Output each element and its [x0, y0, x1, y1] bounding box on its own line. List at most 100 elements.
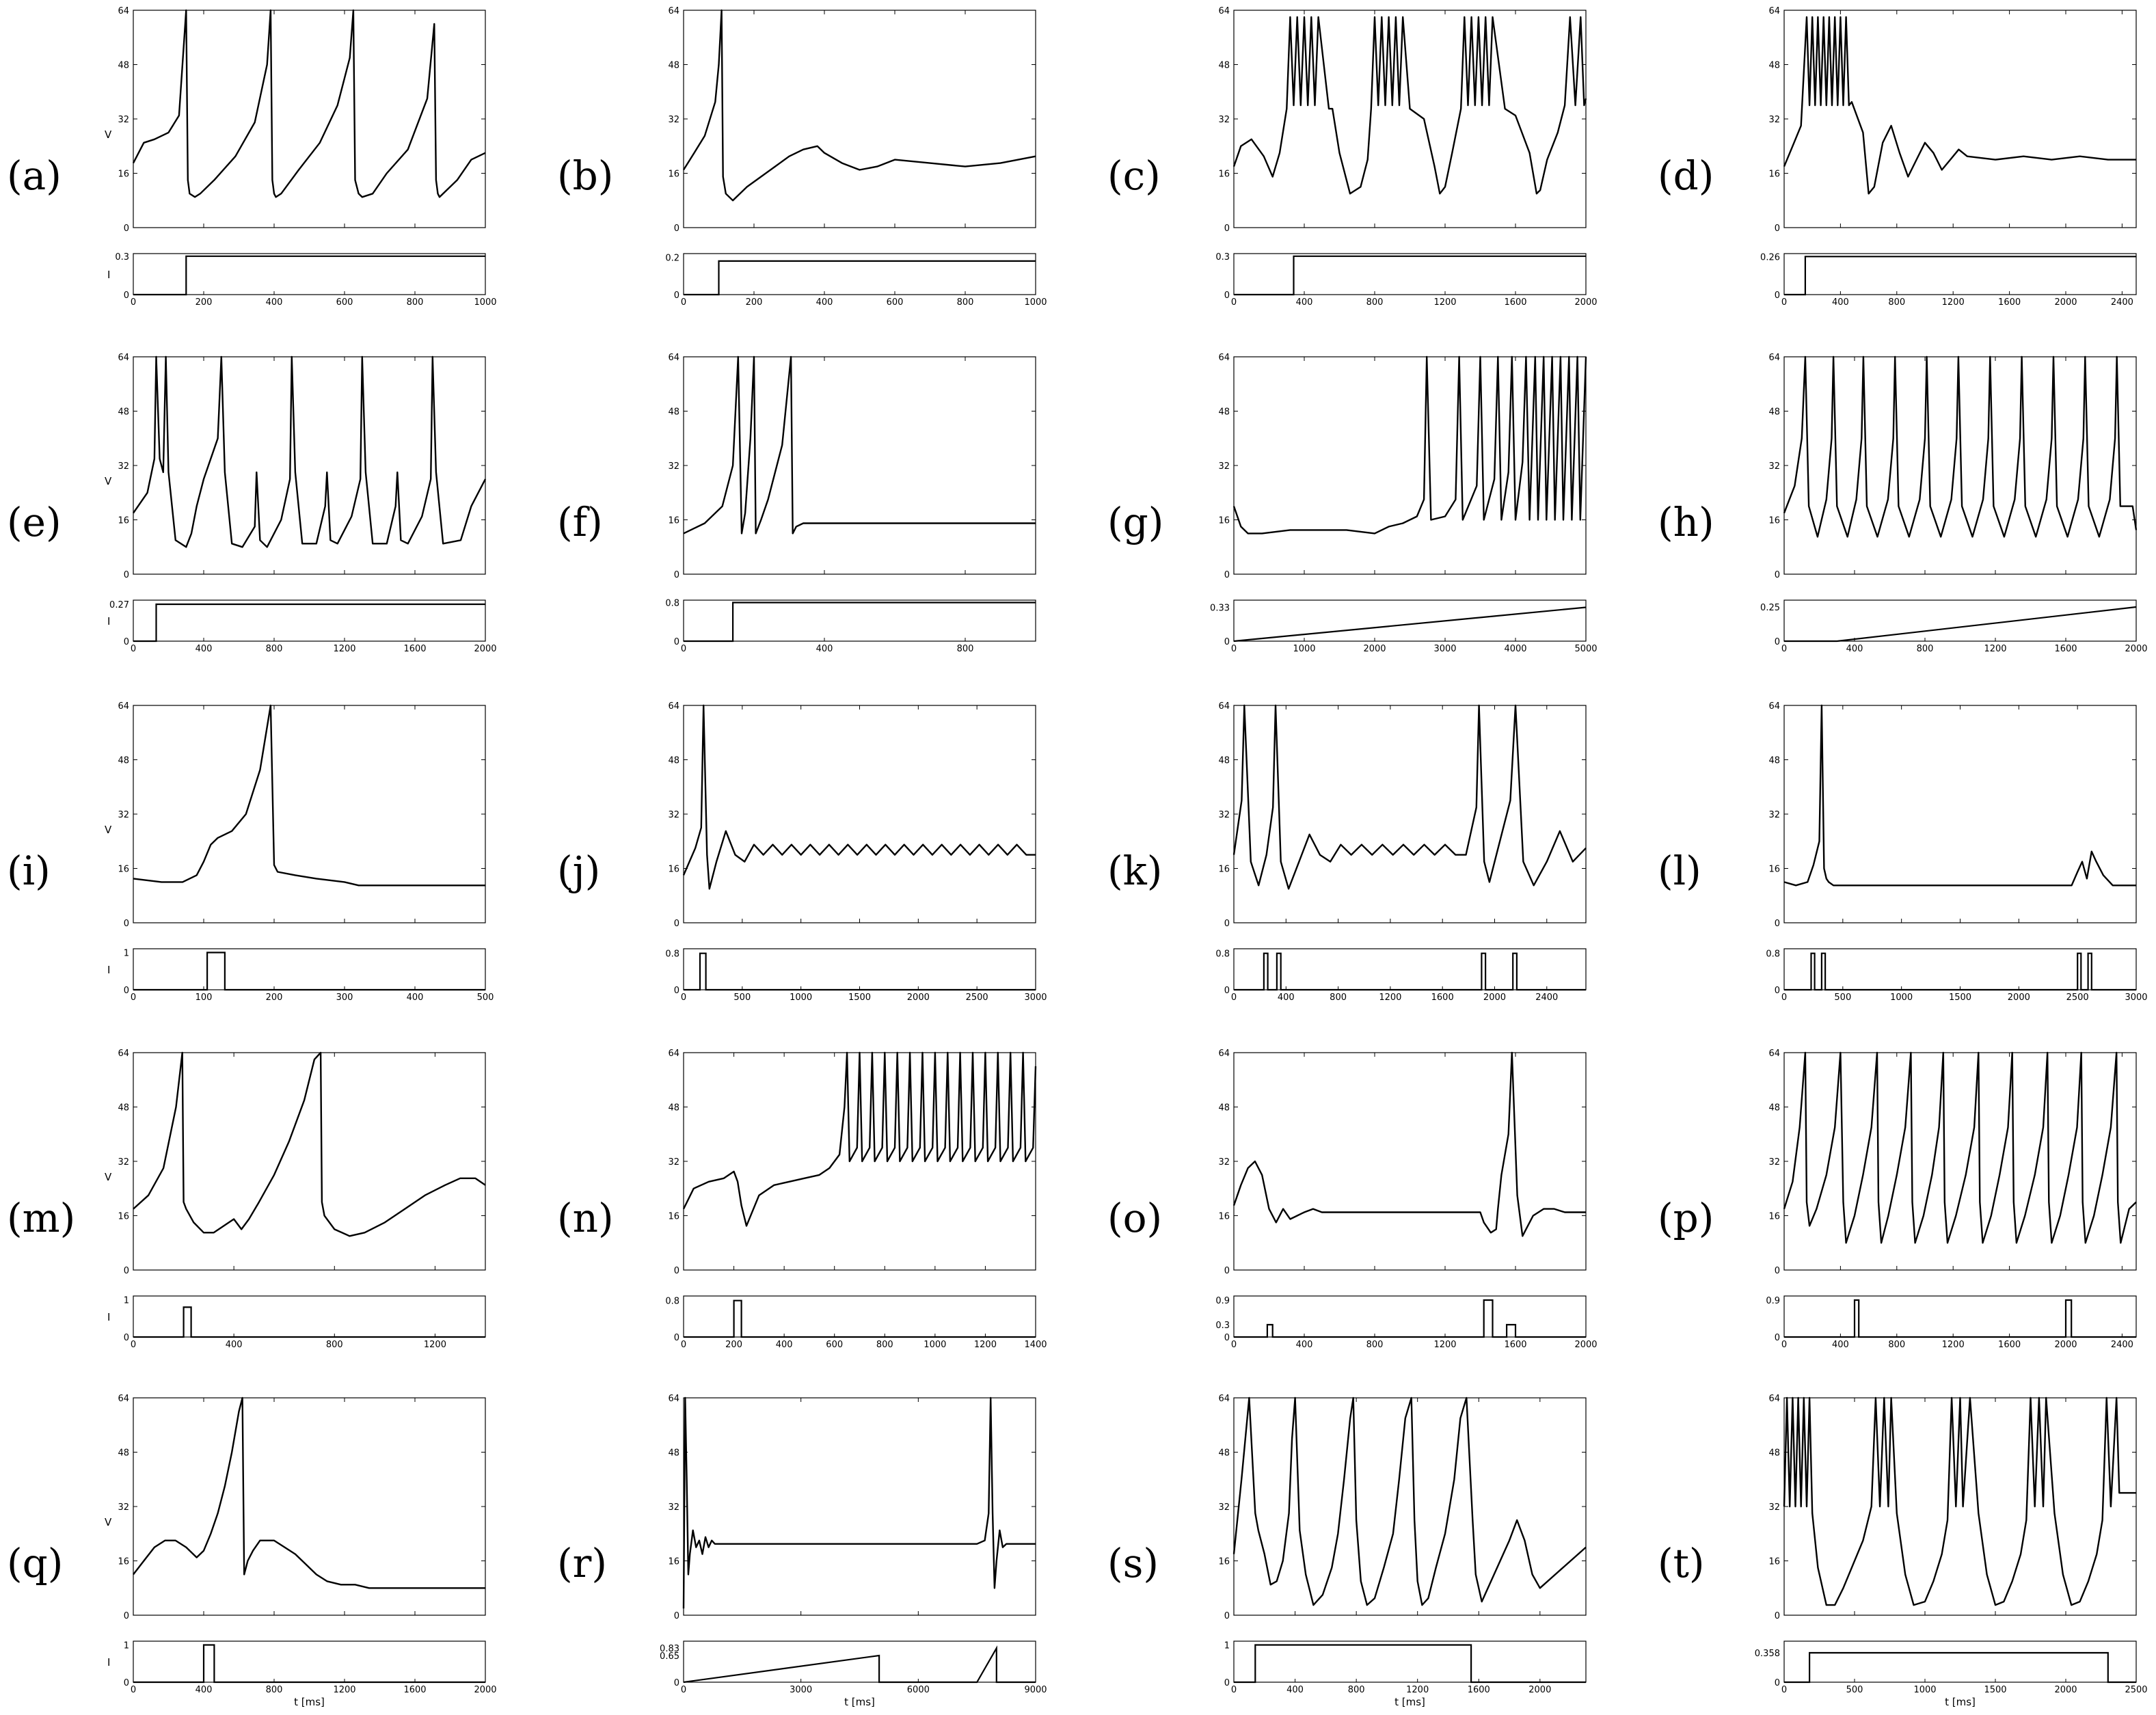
i-ytick-label: 0.358	[1755, 1649, 1780, 1659]
time-axis-label: t [ms]	[1394, 1696, 1425, 1708]
i-ytick-label: 0.8	[665, 949, 679, 960]
v-ytick-label: 64	[118, 6, 129, 16]
v-ytick-label: 16	[1218, 170, 1230, 180]
voltage-axes-frame	[1233, 356, 1587, 575]
v-ytick-label: 32	[118, 115, 129, 125]
voltage-trace	[682, 1051, 1037, 1227]
i-xtick-label: 0	[681, 297, 686, 308]
i-xtick-label: 0	[1781, 1685, 1787, 1695]
v-ytick-label: 0	[674, 1266, 679, 1276]
voltage-trace	[682, 704, 1036, 890]
current-trace	[1234, 1299, 1586, 1338]
i-xtick-label: 800	[957, 297, 974, 308]
i-xtick-label: 1600	[1998, 297, 2021, 308]
i-xtick-label: 0	[1231, 644, 1237, 654]
panel-s: (s) 0 16 32 48 64 0 400 800 1200 1600 2000 0 1 t [ms]	[1107, 1394, 1587, 1708]
i-xtick-label: 2000	[1483, 992, 1506, 1003]
i-xtick-label: 1000	[474, 297, 496, 308]
i-xtick-label: 500	[477, 992, 494, 1003]
v-ytick-label: 64	[118, 353, 129, 363]
v-ytick-label: 16	[668, 516, 679, 526]
i-xtick-label: 800	[1366, 1340, 1384, 1350]
i-xtick-label: 600	[826, 1340, 843, 1350]
i-xtick-label: 400	[1286, 1685, 1304, 1695]
v-ytick-label: 0	[674, 570, 679, 580]
current-trace	[133, 1644, 485, 1684]
v-ytick-label: 48	[1768, 407, 1780, 418]
voltage-trace	[1783, 1051, 2137, 1244]
v-ytick-label: 48	[668, 756, 679, 766]
current-axes-frame	[133, 253, 486, 295]
voltage-axes-frame	[683, 705, 1036, 923]
current-axes-frame	[1233, 253, 1587, 295]
current-trace	[133, 255, 485, 296]
panel-j: (j) 0 16 32 48 64 0 500 1000 1500 2000 2500 3000 0 0.8	[557, 701, 1047, 1003]
v-ytick-label: 16	[118, 516, 129, 526]
v-ytick-label: 32	[668, 115, 679, 125]
v-ytick-label: 0	[1224, 1266, 1230, 1276]
panel-e: (e) 0 16 32 48 64 V 0 400 800 1200 1600 2000 0 0.27 I	[7, 353, 497, 654]
i-xtick-label: 1400	[1024, 1340, 1047, 1350]
i-ytick-label: 0	[674, 1678, 679, 1688]
v-ytick-label: 64	[1218, 6, 1230, 16]
current-trace	[684, 952, 1036, 991]
i-ytick-label: 0.27	[109, 600, 129, 610]
panel-g: (g) 0 16 32 48 64 0 1000 2000 3000 4000 5000 0 0.33	[1107, 353, 1598, 654]
current-axes-frame	[1783, 599, 2137, 642]
i-xtick-label: 1000	[1024, 297, 1047, 308]
i-xtick-label: 200	[196, 297, 213, 308]
i-xtick-label: 400	[1832, 297, 1849, 308]
v-ytick-label: 48	[1768, 1448, 1780, 1459]
current-axes-frame	[683, 1640, 1036, 1683]
i-xtick-label: 600	[336, 297, 353, 308]
v-ytick-label: 32	[118, 810, 129, 820]
v-ytick-label: 32	[1768, 115, 1780, 125]
i-xtick-label: 2500	[2125, 1685, 2147, 1695]
voltage-trace	[1783, 704, 2136, 887]
v-ytick-label: 0	[124, 919, 129, 929]
current-axes-frame	[1783, 1295, 2137, 1338]
current-trace	[1234, 1644, 1586, 1684]
v-ytick-label: 64	[118, 1394, 129, 1404]
v-ytick-label: 16	[668, 1212, 679, 1222]
i-xtick-label: 1600	[1504, 1340, 1526, 1350]
i-ytick-label: 0.8	[1215, 949, 1230, 960]
v-ytick-label: 16	[1768, 865, 1780, 875]
i-ytick-label: 0	[674, 291, 679, 301]
i-xtick-label: 800	[266, 1685, 283, 1695]
i-ytick-label: 0.65	[660, 1651, 679, 1662]
panel-p: (p) 0 16 32 48 64 0 400 800 1200 1600 2000 2400 0 0.9	[1658, 1049, 2137, 1350]
current-axes-frame	[683, 1295, 1036, 1338]
i-xtick-label: 1200	[1942, 297, 1965, 308]
v-ytick-label: 32	[1768, 1502, 1780, 1513]
i-xtick-label: 2000	[474, 644, 496, 654]
panel-label: (r)	[557, 1540, 607, 1586]
i-xtick-label: 1200	[424, 1340, 446, 1350]
i-xtick-label: 2000	[1363, 644, 1386, 654]
i-ytick-label: 1	[124, 1640, 129, 1651]
v-ytick-label: 64	[1768, 701, 1780, 712]
voltage-axes-frame	[1783, 1052, 2137, 1271]
voltage-trace	[133, 1396, 485, 1589]
current-trace	[1784, 606, 2137, 643]
i-xtick-label: 0	[1781, 1340, 1787, 1350]
i-xtick-label: 1200	[1406, 1685, 1429, 1695]
i-xtick-label: 800	[957, 644, 974, 654]
v-ytick-label: 16	[1768, 170, 1780, 180]
v-ytick-label: 0	[1224, 224, 1230, 234]
v-ytick-label: 48	[118, 1448, 129, 1459]
current-trace	[133, 1306, 485, 1338]
i-ytick-label: 0.9	[1766, 1296, 1780, 1306]
current-axes-frame	[133, 1295, 486, 1338]
v-ytick-label: 48	[1768, 756, 1780, 766]
v-ytick-label: 32	[1218, 1502, 1230, 1513]
v-ytick-label: 32	[668, 1502, 679, 1513]
i-ytick-label: 0	[1775, 986, 1780, 996]
v-ytick-label: 48	[1768, 61, 1780, 71]
v-ytick-label: 48	[1768, 1103, 1780, 1113]
v-ytick-label: 32	[1218, 115, 1230, 125]
voltage-axes-frame	[1783, 10, 2137, 228]
v-axis-label: V	[105, 1171, 112, 1183]
panel-k: (k) 0 16 32 48 64 0 400 800 1200 1600 2000 2400 0 0.8	[1107, 701, 1587, 1003]
i-xtick-label: 1600	[1431, 992, 1454, 1003]
